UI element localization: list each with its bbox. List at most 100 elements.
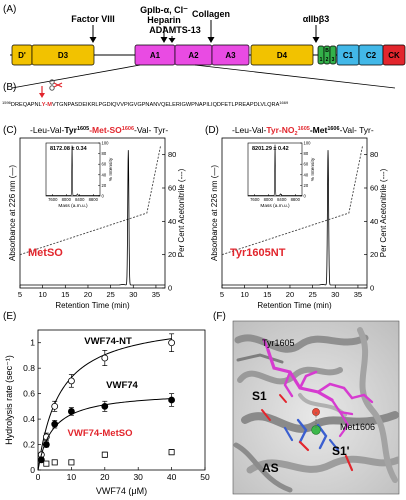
inset-y-tick-label: 80 xyxy=(102,151,107,156)
inset-x-tick-label: 8000 xyxy=(264,197,274,202)
domain-label: C1 xyxy=(343,51,354,60)
inset-y-tick-label: 20 xyxy=(304,183,309,188)
seq-end: 1669 xyxy=(279,100,289,105)
y-tick-label: 0.6 xyxy=(23,389,35,399)
seq-text2: VTGNPASDEIKRLPGDIQVVPIGVGPNANVQELERIGWPN… xyxy=(52,102,280,108)
x-tick-label: 15 xyxy=(263,290,271,299)
domain-a3 xyxy=(211,44,250,66)
label-as: AS xyxy=(262,461,279,475)
y-tick-label: 1 xyxy=(30,338,35,348)
y-right-tick-label: 0 xyxy=(168,284,172,293)
label-s1: S1 xyxy=(252,389,267,403)
x-axis-label: Retention Time (min) xyxy=(55,301,130,310)
inset-x-tick-label: 8000 xyxy=(62,197,72,202)
data-point xyxy=(51,420,59,428)
domain-d3 xyxy=(31,44,95,66)
inset-y-tick-label: 40 xyxy=(102,172,107,177)
binding-annotations: Factor VIII GpIb-α, Cl⁻ Heparin ADAMTS-1… xyxy=(11,5,396,89)
mass-spectrum-trace xyxy=(248,144,302,196)
inset-x-tick-label: 7600 xyxy=(250,197,260,202)
panel-c-label: (C) xyxy=(3,125,17,136)
x-tick-label: 5 xyxy=(18,290,22,299)
panel-e-label: (E) xyxy=(3,311,16,322)
x-tick-label: 20 xyxy=(286,290,294,299)
inset-y-tick-label: 0 xyxy=(304,194,307,199)
x-tick-label: 10 xyxy=(38,290,46,299)
data-point xyxy=(168,339,176,347)
sample-label: MetSO xyxy=(28,247,63,259)
panel-c-sequence-header: -Leu-Val-Tyr1605-Met-SO1606-Val- Tyr- xyxy=(30,125,168,135)
seq-cleave-y: Y xyxy=(42,102,46,108)
x-tick-label: 25 xyxy=(106,290,114,299)
data-point xyxy=(43,460,50,467)
y-right-tick-label: 0 xyxy=(370,284,374,293)
domain-label: D3 xyxy=(58,51,69,60)
y-right-tick-label: 20 xyxy=(168,250,176,259)
panel-a-label: (A) xyxy=(3,4,16,15)
panel-f-label: (F) xyxy=(213,311,226,322)
data-point xyxy=(101,451,108,458)
mass-spectrum-trace xyxy=(46,145,100,196)
seq-dash: - xyxy=(45,102,47,108)
x-tick-label: 15 xyxy=(61,290,69,299)
data-point xyxy=(101,402,109,410)
chromatogram-metso: 5 10 15 20 25 30 35 0 20 40 60 80 Retention Time (mi… xyxy=(8,137,186,310)
scissors-icon xyxy=(49,79,63,91)
inset-x-tick-label: 7600 xyxy=(48,197,58,202)
y-tick-label: 0 xyxy=(30,465,35,475)
x-tick-label: 30 xyxy=(331,290,339,299)
inset-y-tick-label: 60 xyxy=(102,162,107,167)
x-tick-label: 10 xyxy=(240,290,248,299)
sequence-line: 1596DREQAPNLY-MVTGNPASDEIKRLPGDIQVVPIGVG… xyxy=(2,100,289,108)
label-met1606: Met1606 xyxy=(340,422,375,432)
x-tick-label: 30 xyxy=(133,472,143,482)
x-tick-label: 20 xyxy=(84,290,92,299)
seq-cleave-m: M xyxy=(47,102,52,108)
x-tick-label: 40 xyxy=(167,472,177,482)
inset-y-tick-label: 80 xyxy=(304,151,309,156)
data-point xyxy=(37,456,45,464)
series-label: VWF74-NT xyxy=(84,336,132,347)
y-axis-label-left: Absorbance at 226 nm (—) xyxy=(210,165,219,261)
label-s1-prime: S1' xyxy=(332,444,350,458)
y-axis-label-right: Per Cent Acetonitrile (---) xyxy=(379,168,388,257)
panel-b-label: (B) xyxy=(3,82,16,93)
label-integrin: αIIbβ3 xyxy=(303,14,330,24)
domain-label: A2 xyxy=(188,51,199,60)
domain-label: C2 xyxy=(366,51,377,60)
y-right-tick-label: 40 xyxy=(168,217,176,226)
x-tick-label: 35 xyxy=(152,290,160,299)
y-right-tick-label: 40 xyxy=(370,217,378,226)
label-gpib: GpIb-α, Cl⁻ xyxy=(140,5,188,15)
inset-y-tick-label: 0 xyxy=(102,194,105,199)
x-tick-label: 30 xyxy=(129,290,137,299)
x-axis-label: VWF74 (μM) xyxy=(96,486,147,496)
domain-label: A3 xyxy=(225,51,236,60)
domain-label: A1 xyxy=(150,51,161,60)
x-axis-label: Retention Time (min) xyxy=(257,301,332,310)
domain-ck xyxy=(382,44,406,66)
x-tick-label: 35 xyxy=(354,290,362,299)
x-tick-label: 5 xyxy=(220,290,224,299)
y-axis-label: Hydrolysis rate (sec⁻¹) xyxy=(4,355,14,445)
seq-text1: DREQAPNL xyxy=(11,102,42,108)
inset-mass-spectrum xyxy=(45,142,101,197)
inset-mass-value: 8172.08 ± 0.34 xyxy=(50,146,88,152)
inset-y-tick-label: 20 xyxy=(102,183,107,188)
domain-d4 xyxy=(250,44,314,66)
absorbance-trace xyxy=(222,150,367,286)
inset-x-tick-label: 8400 xyxy=(277,197,287,202)
y-right-tick-label: 80 xyxy=(168,150,176,159)
panel-d-sequence-header: -Leu-Val-Tyr-NO21605-Met1606-Val- Tyr- xyxy=(232,125,374,137)
inset-x-tick-label: 8800 xyxy=(291,197,301,202)
kinetics-plot: 0 10 20 30 40 50 0 0.2 0.4 0.6 0.8 1 VWF74 (μM) Hydro… xyxy=(4,329,210,496)
y-tick-label: 0.4 xyxy=(23,414,35,424)
data-point xyxy=(51,402,59,410)
data-point xyxy=(168,449,175,456)
domain-label: D' xyxy=(18,51,26,60)
data-point xyxy=(168,396,176,404)
absorbance-trace xyxy=(20,150,165,286)
domain-b-label: B xyxy=(325,48,329,54)
inset-y-tick-label: 40 xyxy=(304,172,309,177)
